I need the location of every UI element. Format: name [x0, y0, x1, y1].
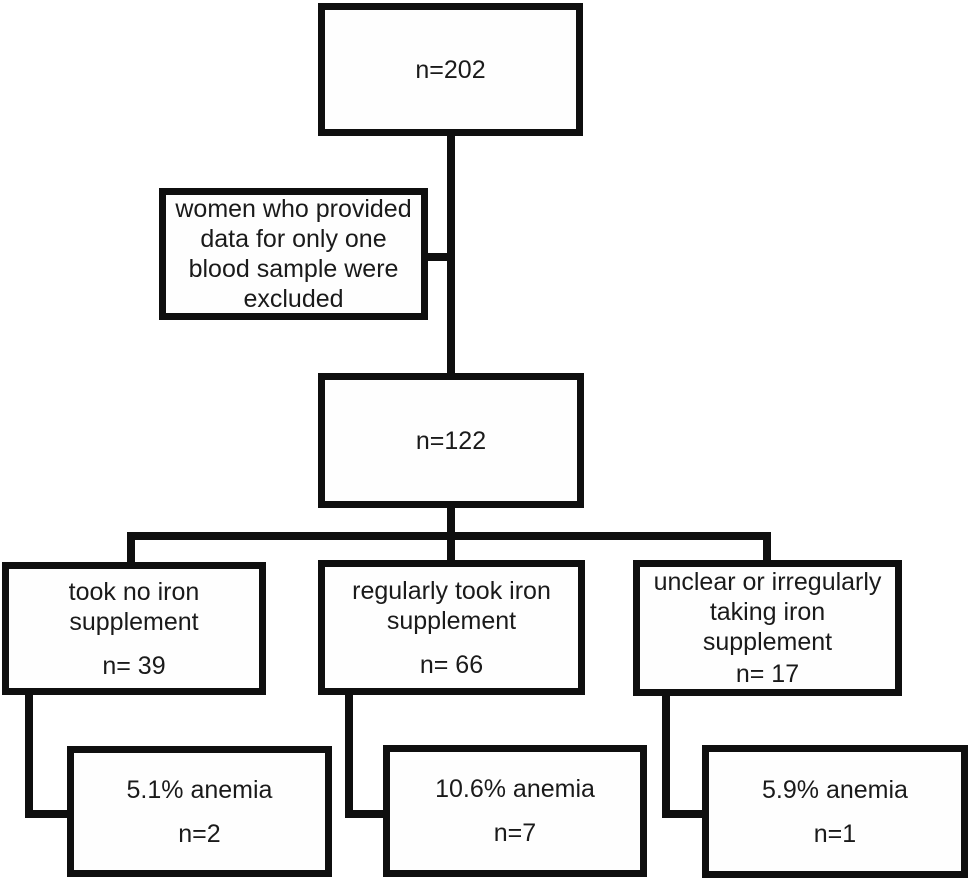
outcome-unclear-iron-count: n=1 [813, 819, 857, 848]
branch-regular-iron-count: n= 66 [419, 650, 484, 679]
branch-unclear-iron-count: n= 17 [735, 660, 800, 688]
outcome-regular-iron-count: n=7 [493, 819, 537, 847]
box-total-sample: n=202 [318, 3, 583, 136]
branch-no-iron-count: n= 39 [102, 651, 166, 680]
box-outcome-regular-iron: 10.6% anemia n=7 [383, 745, 647, 877]
connector-branch-bar [127, 532, 771, 540]
outcome-no-iron-count: n=2 [178, 819, 221, 848]
box-outcome-no-iron: 5.1% anemia n=2 [67, 746, 332, 877]
elbow-branch1-horizontal [345, 810, 393, 818]
box-exclusion-note: women who provided data for only one blo… [159, 188, 428, 320]
outcome-unclear-iron-label: 5.9% anemia [762, 775, 908, 804]
included-sample-label: n=122 [415, 426, 487, 455]
elbow-branch0-vertical [25, 690, 33, 818]
outcome-no-iron-label: 5.1% anemia [126, 775, 273, 804]
elbow-branch1-vertical [345, 690, 353, 818]
branch-unclear-iron-title: unclear or irregularly taking iron suppl… [653, 568, 882, 656]
connector-drop-left [127, 532, 135, 567]
outcome-regular-iron-label: 10.6% anemia [435, 775, 595, 803]
box-outcome-unclear-iron: 5.9% anemia n=1 [702, 745, 968, 878]
box-included-sample: n=122 [318, 373, 584, 508]
box-branch-no-iron: took no iron supplement n= 39 [2, 562, 266, 695]
total-sample-label: n=202 [415, 55, 486, 84]
elbow-branch0-horizontal [25, 810, 75, 818]
branch-regular-iron-title: regularly took iron supplement [352, 576, 551, 635]
box-branch-regular-iron: regularly took iron supplement n= 66 [318, 560, 585, 695]
elbow-branch2-horizontal [662, 810, 710, 818]
connector-drop-right [763, 532, 771, 567]
box-branch-unclear-iron: unclear or irregularly taking iron suppl… [633, 560, 902, 696]
branch-no-iron-title: took no iron supplement [68, 577, 200, 636]
exclusion-note-label: women who provided data for only one blo… [175, 195, 412, 313]
connector-exclusion-stub [424, 253, 454, 261]
elbow-branch2-vertical [662, 692, 670, 818]
